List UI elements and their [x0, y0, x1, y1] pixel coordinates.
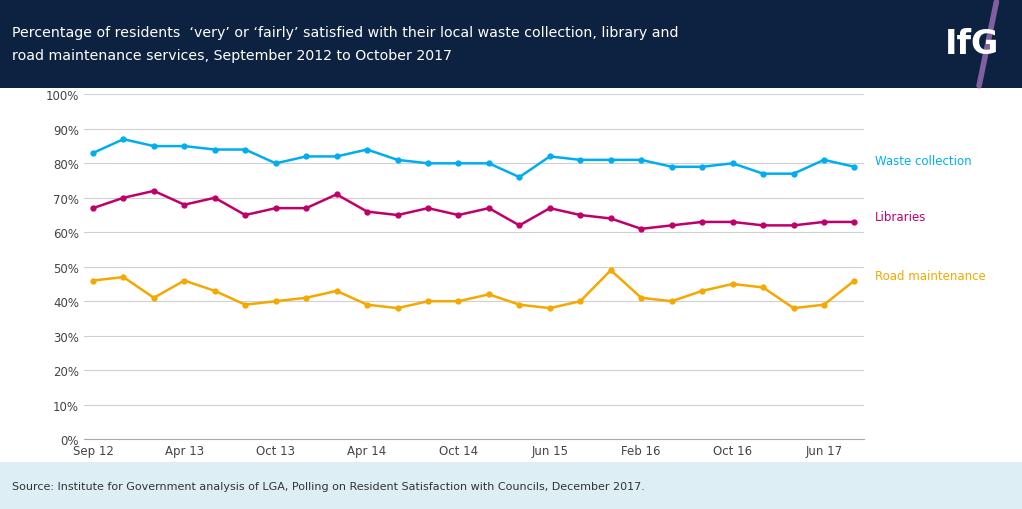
Text: IfG: IfG	[945, 28, 1000, 61]
Text: Road maintenance: Road maintenance	[875, 269, 985, 282]
Text: road maintenance services, September 2012 to October 2017: road maintenance services, September 201…	[12, 49, 453, 63]
Text: Percentage of residents  ‘very’ or ‘fairly’ satisfied with their local waste col: Percentage of residents ‘very’ or ‘fairl…	[12, 26, 679, 40]
Text: Source: Institute for Government analysis of LGA, Polling on Resident Satisfacti: Source: Institute for Government analysi…	[12, 480, 645, 491]
FancyBboxPatch shape	[909, 466, 962, 505]
Text: Waste collection: Waste collection	[875, 155, 972, 168]
FancyBboxPatch shape	[955, 466, 1020, 505]
Text: Libraries: Libraries	[875, 211, 926, 224]
Text: BY-NC: BY-NC	[973, 481, 1002, 490]
Text: cc: cc	[929, 480, 941, 491]
